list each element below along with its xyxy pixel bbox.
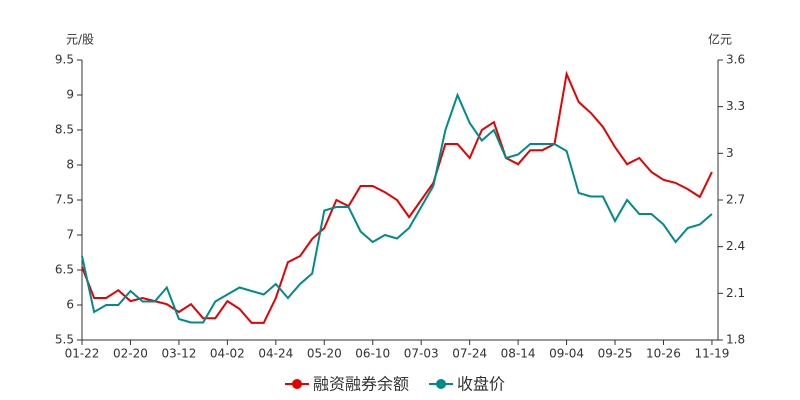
y-tick-label: 8 bbox=[66, 158, 74, 172]
x-tick-label: 07-03 bbox=[404, 347, 439, 361]
legend-marker bbox=[292, 379, 302, 389]
y2-axis-unit: 亿元 bbox=[708, 32, 732, 47]
x-tick-label: 04-02 bbox=[210, 347, 245, 361]
y2-tick-label: 2.7 bbox=[726, 193, 745, 207]
y-tick-label: 6 bbox=[66, 298, 74, 312]
x-tick-label: 04-24 bbox=[258, 347, 293, 361]
legend-marker bbox=[436, 379, 447, 389]
x-tick-label: 07-24 bbox=[452, 347, 487, 361]
series-line bbox=[81, 70, 713, 324]
y-tick-label: 9.5 bbox=[55, 53, 74, 67]
y2-tick-label: 2.1 bbox=[726, 286, 745, 300]
y-axis-unit: 元/股 bbox=[66, 33, 94, 47]
series-line bbox=[81, 92, 713, 324]
x-tick-label: 10-26 bbox=[646, 347, 681, 361]
y-tick-label: 7 bbox=[66, 228, 74, 242]
x-tick-label: 09-04 bbox=[549, 347, 584, 361]
y-tick-label: 8.5 bbox=[55, 123, 74, 137]
y-tick-label: 7.5 bbox=[55, 193, 74, 207]
x-tick-label: 03-12 bbox=[161, 347, 196, 361]
legend-text: 融资融券余额 bbox=[313, 375, 409, 394]
y-tick-label: 9 bbox=[66, 88, 74, 102]
x-tick-label: 02-20 bbox=[113, 347, 148, 361]
x-tick-label: 08-14 bbox=[501, 347, 536, 361]
y2-tick-label: 3.6 bbox=[726, 53, 745, 67]
legend-text: 收盘价 bbox=[457, 375, 505, 394]
x-tick-label: 11-19 bbox=[695, 347, 730, 361]
x-tick-label: 01-22 bbox=[65, 347, 100, 361]
y2-tick-label: 3 bbox=[726, 146, 734, 160]
y2-tick-label: 3.3 bbox=[726, 99, 745, 113]
y2-tick-label: 1.8 bbox=[726, 333, 745, 347]
y2-tick-label: 2.4 bbox=[726, 239, 745, 253]
x-tick-label: 09-25 bbox=[598, 347, 633, 361]
y-tick-label: 5.5 bbox=[55, 333, 74, 347]
x-tick-label: 05-20 bbox=[307, 347, 342, 361]
x-tick-label: 06-10 bbox=[355, 347, 390, 361]
y-tick-label: 6.5 bbox=[55, 263, 74, 277]
